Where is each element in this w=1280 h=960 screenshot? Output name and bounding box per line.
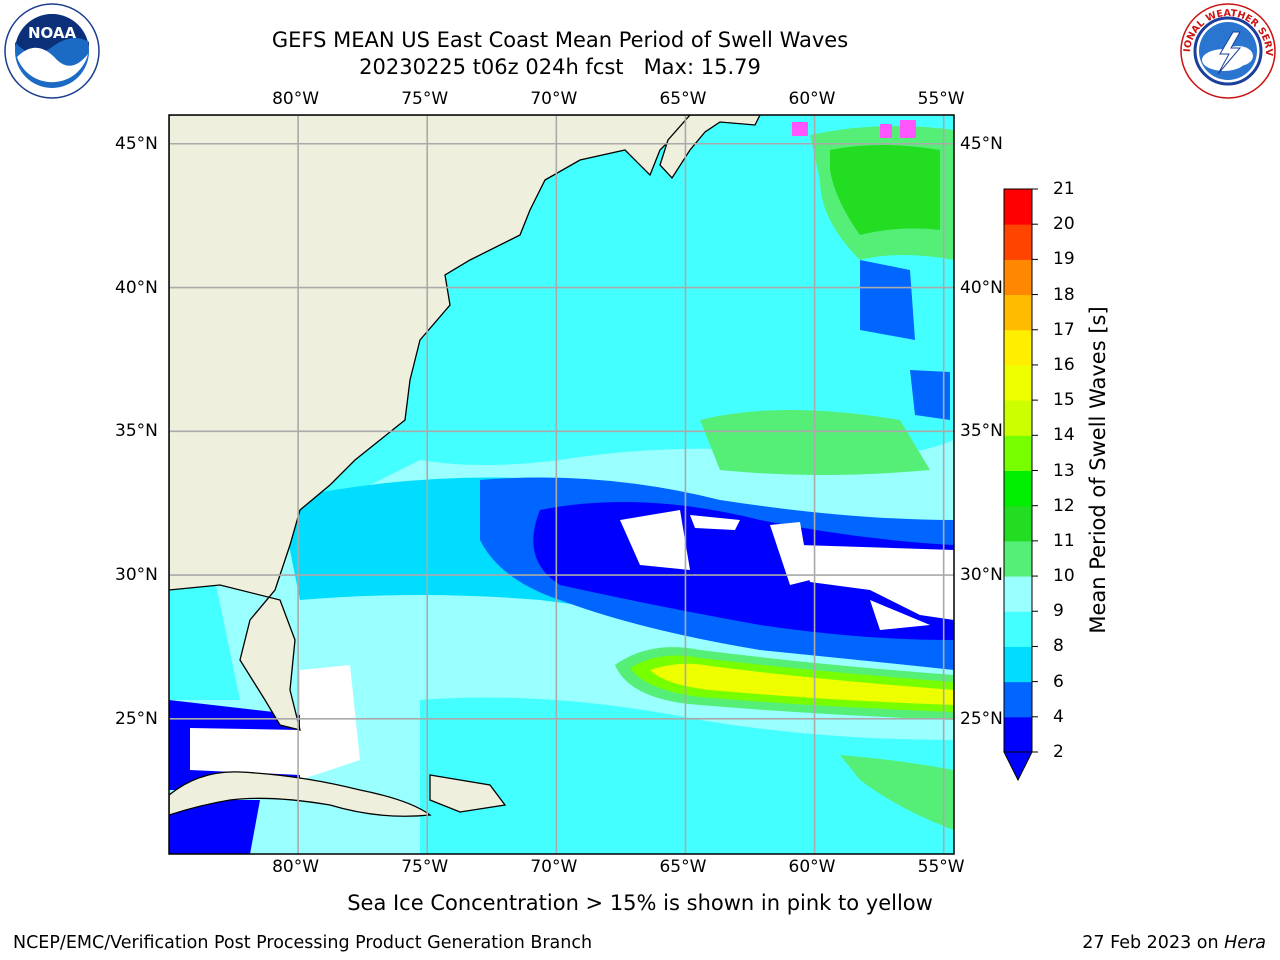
lon-tick-label: 60°W [788, 89, 836, 109]
missing-area-1 [620, 510, 690, 570]
missing-area-bahamas [300, 665, 360, 780]
colorbar-tick-label: 18 [1053, 284, 1075, 305]
footer-host: Hera [1224, 933, 1266, 953]
colorbar [1003, 188, 1038, 782]
lat-tick-label: 30°N [115, 565, 158, 586]
lat-tick-label: 45°N [960, 133, 1003, 154]
lon-tick-label: 60°W [788, 857, 836, 877]
colorbar-tick-label: 20 [1053, 214, 1075, 235]
colorbar-tick-label: 14 [1053, 425, 1075, 446]
swell-2-4-ne [860, 260, 915, 340]
noaa-logo: NOAA [2, 2, 102, 100]
colorbar-segment [1004, 470, 1032, 507]
title-line-2: 20230225 t06z 024h fcst Max: 15.79 [359, 55, 761, 79]
lat-tick-label: 35°N [115, 421, 158, 442]
swell-9-10-south [840, 755, 954, 830]
missing-area-3 [770, 522, 810, 585]
swell-10-11-ne [830, 145, 940, 235]
lat-tick-label: 40°N [960, 277, 1003, 298]
lon-tick-label: 75°W [401, 89, 449, 109]
colorbar-tick-label: 19 [1053, 249, 1075, 270]
lon-tick-label: 65°W [659, 89, 707, 109]
missing-area-4 [800, 545, 954, 620]
colorbar-title: Mean Period of Swell Waves [s] [1086, 306, 1110, 634]
colorbar-segment [1004, 364, 1032, 401]
colorbar-segment [1004, 505, 1032, 542]
colorbar-tick-label: 10 [1053, 566, 1075, 587]
gridlines [169, 115, 954, 854]
lat-tick-label: 30°N [960, 565, 1003, 586]
colorbar-tick-label: 11 [1053, 530, 1075, 551]
colorbar-segment [1004, 435, 1032, 471]
missing-area-2 [690, 515, 740, 530]
colorbar-segment [1004, 576, 1032, 612]
lon-tick-label: 75°W [401, 857, 449, 877]
footer-date: 27 Feb 2023 on Hera [1082, 933, 1266, 953]
colorbar-tick-label: 6 [1053, 671, 1064, 692]
footer-date-text: 27 Feb 2023 on [1082, 933, 1225, 953]
colorbar-segment [1004, 681, 1032, 718]
lat-tick-label: 40°N [115, 277, 158, 298]
map-frame [168, 114, 955, 855]
lon-tick-label: 65°W [659, 857, 707, 877]
gulf-swell [169, 580, 240, 700]
svg-text:NOAA: NOAA [28, 24, 77, 42]
sea-ice-2 [880, 124, 892, 138]
lat-tick-label: 35°N [960, 421, 1003, 442]
colorbar-segment [1004, 716, 1032, 753]
hispaniola-land [429, 774, 507, 813]
sea-ice-caption: Sea Ice Concentration > 15% is shown in … [347, 891, 933, 915]
colorbar-extend-arrow [1003, 751, 1033, 782]
cuba-land [169, 771, 432, 817]
north-america-land [169, 115, 691, 731]
colorbar-segment [1004, 400, 1032, 436]
lat-tick-label: 25°N [960, 708, 1003, 729]
nws-logo: NATIONAL WEATHER SERVICE [1174, 0, 1278, 100]
colorbar-segment [1004, 294, 1032, 331]
colorbar-tick-label: 8 [1053, 636, 1064, 657]
colorbar-segment [1004, 646, 1032, 683]
colorbar-tick-label: 17 [1053, 319, 1075, 340]
colorbar-tick-label: 21 [1053, 179, 1075, 199]
swell-2-4-east [910, 370, 950, 420]
colorbar-tick-label: 16 [1053, 354, 1075, 375]
colorbar-tick-label: 15 [1053, 390, 1075, 411]
lon-tick-label: 70°W [530, 857, 578, 877]
colorbar-segment [1004, 224, 1032, 260]
sea-ice-3 [900, 120, 916, 138]
lat-tick-label: 25°N [115, 708, 158, 729]
colorbar-segment [1004, 189, 1032, 225]
swell-14-15-band [650, 663, 954, 705]
missing-area-caribbean [190, 728, 300, 775]
colorbar-tick-label: 9 [1053, 601, 1064, 622]
lon-tick-label: 70°W [530, 89, 578, 109]
caribbean-south [169, 800, 260, 854]
colorbar-segment [1004, 611, 1032, 647]
colorbar-tick-label: 13 [1053, 460, 1075, 481]
footer-credit: NCEP/EMC/Verification Post Processing Pr… [13, 933, 593, 953]
colorbar-segment [1004, 329, 1032, 366]
lon-tick-label: 80°W [272, 857, 320, 877]
lon-tick-label: 55°W [917, 89, 965, 109]
colorbar-tick-label: 2 [1053, 742, 1064, 762]
colorbar-tick-label: 4 [1053, 706, 1064, 727]
lon-tick-label: 80°W [272, 89, 320, 109]
colorbar-segment [1004, 540, 1032, 577]
colorbar-tick-label: 12 [1053, 495, 1075, 516]
missing-area-5 [870, 600, 930, 630]
sea-ice-1 [792, 122, 808, 136]
swell-6-8-south [420, 697, 954, 854]
lon-tick-label: 55°W [917, 857, 965, 877]
map-area [169, 115, 954, 854]
title-line-1: GEFS MEAN US East Coast Mean Period of S… [271, 28, 849, 52]
lat-tick-label: 45°N [115, 133, 158, 154]
colorbar-segment [1004, 259, 1032, 296]
